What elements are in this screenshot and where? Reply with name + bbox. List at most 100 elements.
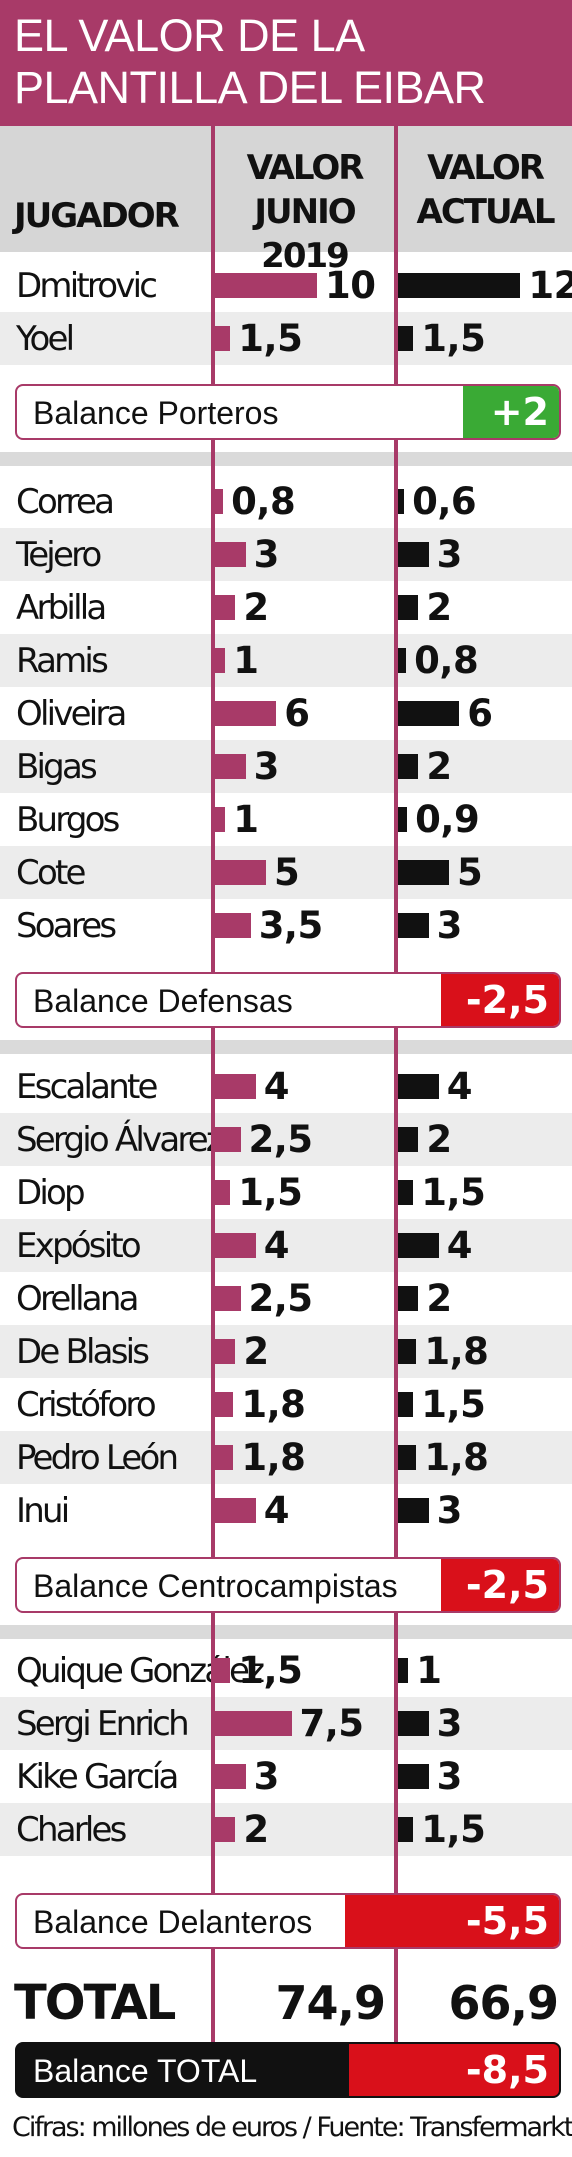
balance-label: Balance Porteros	[33, 395, 279, 431]
player-name: Burgos	[16, 800, 120, 840]
label-value-2019: 2	[243, 1808, 269, 1851]
bar-value-2019	[215, 1127, 241, 1152]
label-value-actual: 3	[436, 904, 463, 947]
bar-value-2019	[215, 1764, 246, 1789]
bar-value-2019	[215, 1339, 236, 1364]
player-name: Oliveira	[16, 694, 127, 734]
label-value-actual: 1,5	[421, 1383, 486, 1426]
player-row: Kike García 3 3	[0, 1750, 572, 1803]
player-row: Charles 2 1,5	[0, 1803, 572, 1856]
player-name: Expósito	[16, 1226, 142, 1266]
label-value-2019: 10	[325, 264, 376, 307]
label-value-actual: 1,8	[424, 1330, 489, 1373]
label-value-actual: 4	[446, 1224, 473, 1267]
bar-value-actual	[398, 1817, 414, 1842]
label-value-actual: 1,8	[424, 1436, 489, 1479]
player-row: De Blasis 2 1,8	[0, 1325, 572, 1378]
bar-value-2019	[215, 326, 231, 351]
label-value-actual: 1	[416, 1649, 442, 1692]
player-row: Ramis 1 0,8	[0, 634, 572, 687]
bar-value-2019	[215, 595, 236, 620]
bar-value-2019	[215, 1445, 234, 1470]
label-value-2019: 1,8	[241, 1436, 306, 1479]
label-value-actual: 3	[436, 533, 463, 576]
bar-value-actual	[398, 1233, 439, 1258]
player-name: Cote	[16, 853, 86, 893]
label-value-actual: 2	[426, 586, 452, 629]
player-name: Charles	[16, 1810, 127, 1850]
bar-value-2019	[215, 1233, 256, 1258]
player-name: Escalante	[16, 1067, 158, 1107]
label-value-actual: 3	[436, 1702, 463, 1745]
bar-value-actual	[398, 1498, 429, 1523]
player-row: Orellana 2,5 2	[0, 1272, 572, 1325]
bar-value-actual	[398, 1711, 429, 1736]
header-value-actual-line1: VALOR	[427, 148, 545, 188]
label-value-actual: 4	[446, 1065, 473, 1108]
label-value-2019: 1	[233, 639, 259, 682]
bar-value-actual	[398, 542, 429, 567]
player-name: Pedro León	[16, 1438, 179, 1478]
section-separator	[0, 1625, 572, 1639]
bar-value-actual	[398, 273, 521, 298]
label-value-2019: 1,5	[238, 1171, 303, 1214]
bar-value-actual	[398, 1339, 417, 1364]
bar-value-actual	[398, 1180, 414, 1205]
bar-value-actual	[398, 595, 419, 620]
bar-value-2019	[215, 913, 251, 938]
bar-value-actual	[398, 701, 460, 726]
label-value-actual: 2	[426, 1118, 452, 1161]
bar-value-actual	[398, 860, 449, 885]
player-row: Burgos 1 0,9	[0, 793, 572, 846]
bar-value-2019	[215, 1711, 292, 1736]
balance-label: Balance Defensas	[33, 983, 293, 1019]
label-value-actual: 1,5	[421, 317, 486, 360]
player-row: Cristóforo 1,8 1,5	[0, 1378, 572, 1431]
label-value-2019: 7,5	[299, 1702, 365, 1745]
player-row: Cote 5 5	[0, 846, 572, 899]
label-value-actual: 1,5	[421, 1171, 486, 1214]
header-value-actual: VALOR ACTUAL	[398, 146, 572, 234]
bar-value-2019	[215, 1180, 231, 1205]
player-name: Cristóforo	[16, 1385, 157, 1425]
label-value-2019: 6	[284, 692, 310, 735]
player-name: Arbilla	[16, 588, 107, 628]
player-name: Dmitrovic	[16, 266, 158, 306]
bar-value-actual	[398, 754, 419, 779]
player-row: Dmitrovic 10 12	[0, 259, 572, 312]
player-row: Pedro León 1,8 1,8	[0, 1431, 572, 1484]
table-header: JUGADOR VALOR JUNIO 2019 VALOR ACTUAL	[0, 126, 572, 276]
bar-value-actual	[398, 489, 405, 514]
label-value-2019: 1,5	[238, 317, 303, 360]
player-row: Tejero 3 3	[0, 528, 572, 581]
label-value-actual: 0,8	[414, 639, 479, 682]
label-value-2019: 3	[253, 1755, 280, 1798]
label-value-2019: 3	[253, 745, 280, 788]
bar-value-2019	[215, 1817, 236, 1842]
balance-total-label: Balance TOTAL	[33, 2053, 258, 2089]
total-value-2019: 74,9	[275, 1976, 387, 2030]
player-name: Orellana	[16, 1279, 139, 1319]
label-value-actual: 2	[426, 1277, 452, 1320]
player-row: Sergi Enrich 7,5 3	[0, 1697, 572, 1750]
bar-value-2019	[215, 860, 266, 885]
player-name: Bigas	[16, 747, 98, 787]
balance-value: -2,5	[441, 1559, 559, 1611]
label-value-actual: 12	[528, 264, 572, 307]
label-value-2019: 4	[263, 1224, 290, 1267]
label-value-2019: 3,5	[258, 904, 324, 947]
player-row: Escalante 4 4	[0, 1060, 572, 1113]
bar-value-2019	[215, 1074, 256, 1099]
player-name: Ramis	[16, 641, 109, 681]
label-value-2019: 4	[263, 1065, 290, 1108]
column-divider-2019	[211, 126, 215, 2078]
label-value-2019: 2,5	[248, 1277, 314, 1320]
player-row: Soares 3,5 3	[0, 899, 572, 952]
label-value-actual: 0,6	[412, 480, 477, 523]
balance-box: Balance Defensas -2,5	[15, 972, 561, 1028]
label-value-2019: 5	[274, 851, 300, 894]
bar-value-actual	[398, 1658, 409, 1683]
label-value-2019: 2,5	[248, 1118, 314, 1161]
player-row: Inui 4 3	[0, 1484, 572, 1537]
label-value-2019: 4	[263, 1489, 290, 1532]
